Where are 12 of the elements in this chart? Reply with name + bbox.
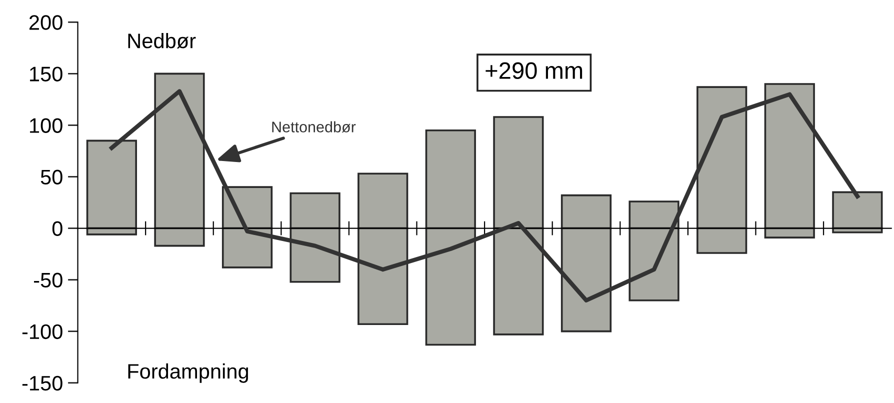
annotation: +290 mm (486, 62, 582, 79)
y-tick-label: -50 (34, 272, 62, 288)
y-tick-label: 100 (30, 118, 62, 133)
y-tick-label: 200 (29, 15, 62, 30)
y-tick-label: 50 (40, 170, 62, 184)
y-tick-label: 150 (30, 66, 62, 82)
y-tick-label: -100 (22, 324, 62, 340)
annotation: Nedbør (128, 32, 196, 48)
text: Nettonedbør (272, 121, 356, 133)
annotation: Fordampning (128, 363, 248, 383)
y-tick-label: -150 (22, 376, 62, 391)
y-tick-label: 0 (52, 221, 62, 236)
